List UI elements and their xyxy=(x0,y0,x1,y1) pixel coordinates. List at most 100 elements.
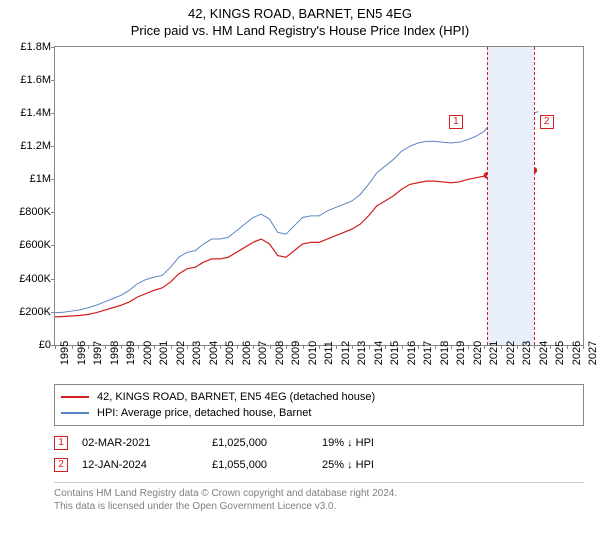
x-tick-mark xyxy=(138,345,139,349)
x-tick-label: 2012 xyxy=(340,341,352,365)
x-tick-mark xyxy=(418,345,419,349)
x-tick-mark xyxy=(154,345,155,349)
x-tick-mark xyxy=(385,345,386,349)
y-tick-mark xyxy=(51,279,55,280)
sale-row-marker: 1 xyxy=(54,436,68,450)
callout-box-1: 1 xyxy=(449,115,463,129)
x-tick-label: 2019 xyxy=(455,341,467,365)
x-tick-label: 1995 xyxy=(59,341,71,365)
x-tick-label: 2025 xyxy=(554,341,566,365)
x-tick-mark xyxy=(336,345,337,349)
x-tick-label: 1997 xyxy=(92,341,104,365)
x-tick-mark xyxy=(369,345,370,349)
x-tick-mark xyxy=(55,345,56,349)
y-tick-mark xyxy=(51,47,55,48)
legend-item-property: 42, KINGS ROAD, BARNET, EN5 4EG (detache… xyxy=(61,389,577,405)
x-tick-label: 2007 xyxy=(257,341,269,365)
x-tick-mark xyxy=(352,345,353,349)
x-tick-label: 2008 xyxy=(274,341,286,365)
title-line-2: Price paid vs. HM Land Registry's House … xyxy=(0,23,600,40)
y-tick-mark xyxy=(51,179,55,180)
x-tick-label: 2017 xyxy=(422,341,434,365)
x-tick-mark xyxy=(319,345,320,349)
x-tick-label: 2020 xyxy=(472,341,484,365)
x-tick-mark xyxy=(451,345,452,349)
x-tick-label: 1999 xyxy=(125,341,137,365)
x-tick-label: 2010 xyxy=(307,341,319,365)
y-tick-label: £1.4M xyxy=(5,107,51,119)
y-tick-mark xyxy=(51,245,55,246)
x-tick-label: 2021 xyxy=(488,341,500,365)
x-tick-label: 1996 xyxy=(76,341,88,365)
y-tick-label: £1.6M xyxy=(5,74,51,86)
x-tick-label: 2006 xyxy=(241,341,253,365)
sale-price: £1,025,000 xyxy=(212,437,322,449)
x-tick-label: 2004 xyxy=(208,341,220,365)
x-tick-label: 2015 xyxy=(389,341,401,365)
y-tick-label: £600K xyxy=(5,239,51,251)
x-tick-label: 2001 xyxy=(158,341,170,365)
y-tick-label: £0 xyxy=(5,339,51,351)
x-tick-label: 2011 xyxy=(323,341,335,365)
x-tick-mark xyxy=(468,345,469,349)
x-tick-mark xyxy=(187,345,188,349)
x-tick-mark xyxy=(121,345,122,349)
x-tick-mark xyxy=(550,345,551,349)
x-tick-label: 2018 xyxy=(439,341,451,365)
footer: Contains HM Land Registry data © Crown c… xyxy=(54,482,584,513)
sale-row-marker: 2 xyxy=(54,458,68,472)
y-tick-mark xyxy=(51,80,55,81)
x-tick-mark xyxy=(72,345,73,349)
x-tick-mark xyxy=(105,345,106,349)
x-tick-label: 2002 xyxy=(175,341,187,365)
x-tick-mark xyxy=(253,345,254,349)
x-tick-mark xyxy=(567,345,568,349)
x-tick-label: 2000 xyxy=(142,341,154,365)
x-tick-label: 2014 xyxy=(373,341,385,365)
legend-item-hpi: HPI: Average price, detached house, Barn… xyxy=(61,405,577,421)
y-tick-label: £1.2M xyxy=(5,140,51,152)
x-tick-label: 2024 xyxy=(538,341,550,365)
x-tick-mark xyxy=(303,345,304,349)
sales-table: 102-MAR-2021£1,025,00019% ↓ HPI212-JAN-2… xyxy=(54,432,584,476)
chart-plot-area: £0£200K£400K£600K£800K£1M£1.2M£1.4M£1.6M… xyxy=(54,46,584,346)
y-tick-mark xyxy=(51,312,55,313)
sale-marker-1 xyxy=(484,172,490,178)
x-tick-mark xyxy=(270,345,271,349)
x-tick-mark xyxy=(435,345,436,349)
x-tick-label: 1998 xyxy=(109,341,121,365)
sale-hpi-diff: 19% ↓ HPI xyxy=(322,437,374,449)
x-tick-label: 2005 xyxy=(224,341,236,365)
legend-label: HPI: Average price, detached house, Barn… xyxy=(97,407,311,419)
y-tick-label: £400K xyxy=(5,273,51,285)
x-tick-label: 2022 xyxy=(505,341,517,365)
y-tick-mark xyxy=(51,113,55,114)
x-tick-mark xyxy=(484,345,485,349)
y-tick-mark xyxy=(51,212,55,213)
x-tick-mark xyxy=(517,345,518,349)
chart-svg xyxy=(55,47,583,345)
x-tick-mark xyxy=(501,345,502,349)
x-tick-mark xyxy=(88,345,89,349)
x-tick-mark xyxy=(237,345,238,349)
sale-hpi-diff: 25% ↓ HPI xyxy=(322,459,374,471)
footer-line-2: This data is licensed under the Open Gov… xyxy=(54,500,584,513)
chart-container: 42, KINGS ROAD, BARNET, EN5 4EG Price pa… xyxy=(0,0,600,560)
legend-label: 42, KINGS ROAD, BARNET, EN5 4EG (detache… xyxy=(97,391,375,403)
title-block: 42, KINGS ROAD, BARNET, EN5 4EG Price pa… xyxy=(0,0,600,40)
legend: 42, KINGS ROAD, BARNET, EN5 4EG (detache… xyxy=(54,384,584,426)
sale-date: 02-MAR-2021 xyxy=(82,437,212,449)
sale-row: 212-JAN-2024£1,055,00025% ↓ HPI xyxy=(54,454,584,476)
y-tick-label: £1M xyxy=(5,173,51,185)
x-tick-mark xyxy=(171,345,172,349)
x-tick-mark xyxy=(534,345,535,349)
title-line-1: 42, KINGS ROAD, BARNET, EN5 4EG xyxy=(0,6,600,23)
x-tick-label: 2027 xyxy=(587,341,599,365)
footer-line-1: Contains HM Land Registry data © Crown c… xyxy=(54,487,584,500)
x-tick-label: 2026 xyxy=(571,341,583,365)
x-tick-label: 2009 xyxy=(290,341,302,365)
x-tick-label: 2013 xyxy=(356,341,368,365)
series-line-hpi xyxy=(55,98,538,312)
y-tick-mark xyxy=(51,146,55,147)
sale-price: £1,055,000 xyxy=(212,459,322,471)
